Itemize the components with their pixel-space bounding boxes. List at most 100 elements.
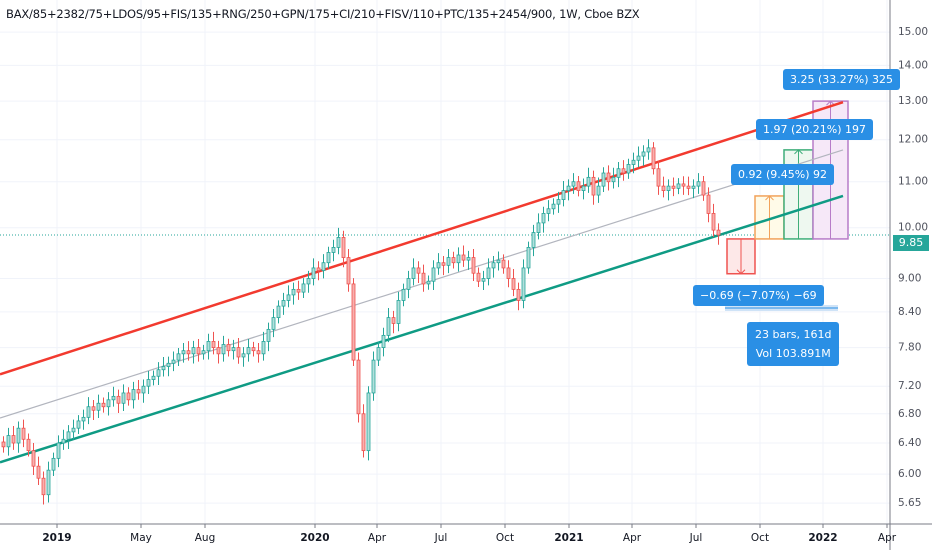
candle-body <box>86 406 91 418</box>
candle-body <box>501 259 506 269</box>
candle-body <box>221 344 226 355</box>
candle <box>101 397 106 413</box>
candle <box>541 206 546 233</box>
projection-arrowhead <box>736 269 746 275</box>
candle <box>711 203 716 237</box>
y-tick-label: 14.00 <box>898 59 928 71</box>
candle <box>606 165 611 191</box>
y-tick-label: 15.00 <box>898 26 928 38</box>
candle-body <box>366 392 371 452</box>
candle <box>406 270 411 299</box>
candle-body <box>301 283 306 293</box>
candle <box>326 246 331 269</box>
candle <box>321 254 326 279</box>
trendline <box>0 101 844 376</box>
projection-arrowhead <box>794 149 803 155</box>
candle <box>256 343 261 363</box>
candle <box>466 250 471 270</box>
candle <box>151 370 156 386</box>
candle-body <box>281 300 286 307</box>
candle-body <box>441 262 446 266</box>
y-tick-label: 6.80 <box>898 408 921 420</box>
x-tick-label: Oct <box>496 532 514 544</box>
candle <box>246 338 251 362</box>
candle-body <box>641 151 646 157</box>
candle <box>411 258 416 286</box>
candle <box>671 177 676 197</box>
candle <box>441 256 446 276</box>
candle <box>621 160 626 181</box>
candle-body <box>91 406 96 411</box>
candle <box>31 442 36 475</box>
candle-body <box>261 341 266 355</box>
y-tick-label: 9.00 <box>898 273 921 285</box>
candle <box>486 258 491 286</box>
candle <box>181 343 186 363</box>
candle-body <box>211 341 216 348</box>
candle <box>651 142 656 175</box>
candle <box>136 380 141 400</box>
candle-body <box>191 347 196 355</box>
candle <box>641 145 646 166</box>
candle-body <box>6 435 11 448</box>
candle <box>1 436 6 453</box>
candle-body <box>286 294 291 301</box>
candle <box>416 261 421 283</box>
candle <box>251 341 256 357</box>
candle <box>451 251 456 269</box>
candle <box>86 397 91 425</box>
candle <box>6 427 11 456</box>
candle <box>546 200 551 222</box>
y-tick-label: 6.00 <box>898 468 921 480</box>
x-tick-label: 2020 <box>300 532 329 544</box>
candle-body <box>231 347 236 352</box>
candle <box>701 175 706 201</box>
candle <box>461 245 466 267</box>
candle-body <box>111 395 116 401</box>
candle-body <box>456 254 461 264</box>
candle-body <box>526 246 531 269</box>
candle <box>131 381 136 409</box>
candle-body <box>336 237 341 248</box>
candle-body <box>716 229 721 236</box>
candle <box>336 227 341 255</box>
candle <box>626 158 631 179</box>
candle-body <box>316 267 321 271</box>
candle <box>116 389 121 414</box>
candle-body <box>651 147 656 170</box>
projection-label-4: 3.25 (33.27%) 325 <box>783 69 901 90</box>
candle-body <box>396 300 401 324</box>
candle <box>581 178 586 200</box>
candle-body <box>256 350 261 355</box>
candle-body <box>431 267 436 282</box>
candle <box>576 175 581 197</box>
candle-body <box>181 350 186 355</box>
y-tick-label: 6.40 <box>898 437 921 449</box>
candle-body <box>11 435 16 444</box>
candle-body <box>561 190 566 200</box>
candle-body <box>411 267 416 279</box>
candle <box>431 260 436 290</box>
trendline <box>0 149 844 419</box>
candle-body <box>331 246 336 253</box>
candle <box>306 270 311 293</box>
candle-body <box>636 155 641 161</box>
candle-body <box>61 438 66 444</box>
candle <box>266 322 271 352</box>
candle-body <box>516 288 521 301</box>
candle <box>611 167 616 189</box>
candle <box>241 347 246 367</box>
candle-body <box>351 283 356 361</box>
candle-body <box>571 181 576 187</box>
candle-body <box>36 465 41 479</box>
candle-body <box>496 259 501 264</box>
x-tick-label: 2019 <box>42 532 71 544</box>
candle <box>571 173 576 194</box>
candle-body <box>241 353 246 358</box>
candle <box>681 176 686 195</box>
candle <box>111 386 116 407</box>
candle-body <box>56 442 61 459</box>
y-tick-label: 12.00 <box>898 134 928 146</box>
candle-body <box>606 172 611 183</box>
